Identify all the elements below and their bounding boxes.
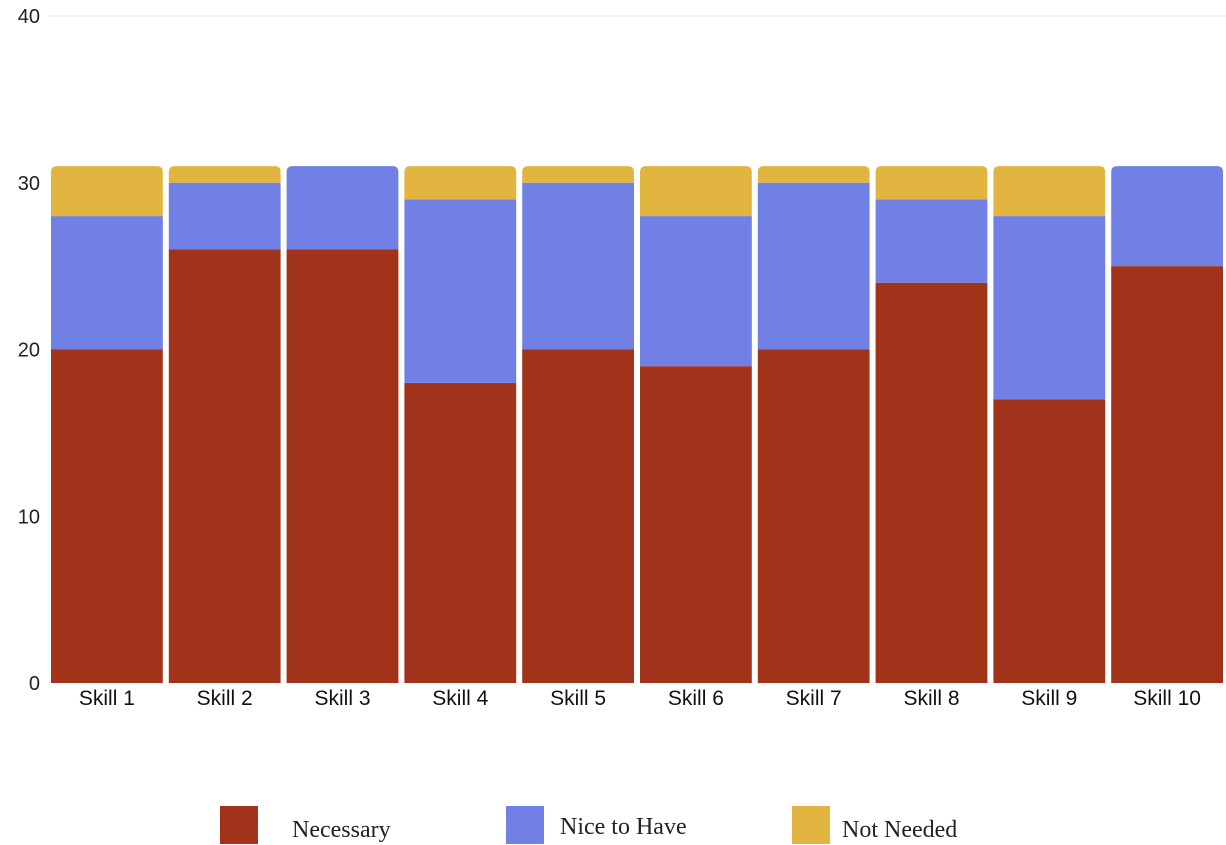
bar-segment <box>640 166 752 217</box>
x-category-label: Skill 10 <box>1133 687 1201 710</box>
x-category-label: Skill 9 <box>1021 687 1077 710</box>
bar-segment <box>168 182 281 250</box>
bar-segment <box>51 216 163 350</box>
y-tick-label: 0 <box>29 673 40 695</box>
bar-segment <box>168 249 281 683</box>
bar-segment <box>168 166 281 183</box>
bar-segment <box>640 366 752 683</box>
x-category-label: Skill 5 <box>550 687 606 710</box>
bar-segment <box>404 382 517 683</box>
bar-segment <box>875 282 988 683</box>
x-category-label: Skill 6 <box>668 687 724 710</box>
legend-item-nice-to-have: Nice to Have <box>506 806 687 844</box>
bar-segment <box>993 399 1106 683</box>
y-tick-label: 30 <box>18 173 40 195</box>
legend-label-not-needed: Not Needed <box>842 816 958 843</box>
legend-label-necessary: Necessary <box>292 816 391 843</box>
bar-segment <box>286 249 399 683</box>
bar-segment <box>640 216 752 367</box>
bar-segment <box>875 166 988 200</box>
x-category-label: Skill 1 <box>79 687 135 710</box>
x-category-label: Skill 2 <box>197 687 253 710</box>
bar-segment <box>522 166 634 183</box>
legend-item-not-needed: Not Needed <box>792 806 957 844</box>
x-category-label: Skill 8 <box>903 687 959 710</box>
x-category-label: Skill 7 <box>786 687 842 710</box>
bar-segment <box>404 199 517 383</box>
y-tick-label: 40 <box>18 6 40 28</box>
y-tick-label: 10 <box>18 506 40 528</box>
bar-segment <box>757 166 870 183</box>
x-category-label: Skill 3 <box>314 687 370 710</box>
bar-segment <box>757 182 870 350</box>
x-category-label: Skill 4 <box>432 687 488 710</box>
bar-segment <box>1111 266 1223 683</box>
legend-item-necessary: Necessary <box>220 806 391 844</box>
legend-swatch-nice-to-have <box>506 806 544 844</box>
bar-segment <box>1111 166 1223 267</box>
bar-segment <box>757 349 870 683</box>
bar-segment <box>51 166 163 217</box>
bar-segment <box>993 216 1106 400</box>
bar-segment <box>51 349 163 683</box>
bar-segment <box>404 166 517 200</box>
y-tick-label: 20 <box>18 340 40 362</box>
bar-segment <box>286 166 399 250</box>
bar-segment <box>522 182 634 350</box>
legend-label-nice-to-have: Nice to Have <box>560 813 687 840</box>
bar-segment <box>993 166 1106 217</box>
legend-swatch-not-needed <box>792 806 830 844</box>
bar-segment <box>875 199 988 283</box>
legend-swatch-necessary <box>220 806 258 844</box>
bar-segment <box>522 349 634 683</box>
chart-canvas: 0 10 20 30 40 Skill 1 Skill 2 Skill 3 Skill 4 Ski… <box>18 6 1226 710</box>
